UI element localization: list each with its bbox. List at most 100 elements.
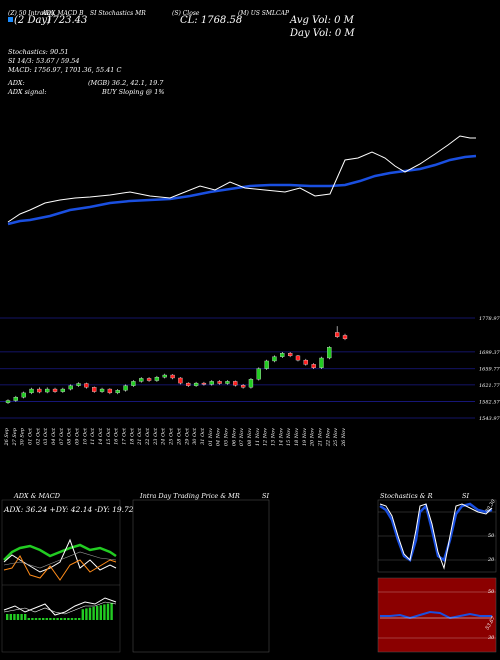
- macd-histogram-bar: [74, 618, 77, 620]
- candle-body: [335, 332, 340, 337]
- x-tick-label: 05 Nov: [223, 428, 229, 446]
- stochastics-stat: Stochastics: 90.51: [8, 48, 69, 56]
- x-tick-label: 20 Nov: [310, 428, 316, 447]
- y-tick-label: 1659.77: [479, 367, 500, 373]
- candle-body: [233, 381, 238, 386]
- macd-histogram-bar: [78, 618, 81, 620]
- stoch-d-line: [379, 502, 493, 562]
- adx-stat-label: ADX:: [8, 79, 25, 87]
- candle-body: [84, 383, 89, 388]
- macd-histogram-bar: [42, 618, 45, 620]
- candle-body: [154, 376, 160, 381]
- moving-average-line: [7, 154, 477, 226]
- x-tick-label: 26 Nov: [341, 428, 347, 447]
- close-value: CL: 1768.58: [180, 15, 243, 26]
- source-label-4: (S) Close: [172, 10, 200, 17]
- candle-body: [37, 388, 42, 393]
- adx-baseline: [3, 551, 117, 569]
- macd-histogram-bar: [103, 604, 106, 620]
- candle-body: [107, 388, 113, 394]
- candle-body: [186, 382, 191, 386]
- source-label-2: ADX MACD B: [42, 10, 84, 17]
- x-tick-label: 30 Sep: [20, 427, 26, 445]
- adx-panel-title: ADX & MACD: [14, 492, 60, 500]
- macd-histogram-bar: [34, 618, 38, 620]
- macd-histogram-bar: [6, 614, 9, 620]
- x-tick-label: 27 Sep: [12, 427, 18, 446]
- adx-readout: ADX: 36.24 +DY: 42.14 -DY: 19.72: [3, 505, 134, 514]
- x-tick-label: 29 Oct: [184, 427, 190, 446]
- x-tick-label: 26 Sep: [4, 427, 10, 446]
- intraday-panel-title: Intra Day Trading Price & MR: [140, 492, 240, 500]
- x-tick-label: 03 Oct: [43, 427, 49, 445]
- candle-body: [60, 388, 66, 392]
- candle-body: [29, 388, 34, 394]
- adx-signal-value: BUY Sloping @ 1%: [102, 88, 165, 96]
- x-tick-label: 02 Oct: [35, 427, 41, 445]
- candle-body: [287, 353, 293, 357]
- candle-body: [295, 355, 301, 361]
- y-tick-label: 1582.57: [479, 400, 500, 406]
- candle-body: [327, 347, 332, 359]
- candle-body: [256, 368, 261, 380]
- x-tick-label: 28 Oct: [176, 427, 182, 446]
- x-tick-label: 07 Oct: [59, 427, 65, 445]
- x-tick-label: 04 Oct: [51, 427, 57, 445]
- candle-body: [178, 377, 183, 384]
- candle-body: [272, 356, 277, 362]
- x-tick-label: 25 Oct: [169, 427, 175, 446]
- macd-histogram-bar: [63, 618, 66, 620]
- si-stat: SI 14/3: 53.67 / 59.54: [8, 57, 80, 65]
- macd-histogram-bar: [67, 618, 70, 620]
- day-label: (2 Day): [14, 15, 51, 26]
- candle-body: [225, 381, 230, 384]
- macd-signal-line: [3, 601, 117, 615]
- y-tick-label: 1543.97: [479, 416, 500, 422]
- x-tick-label: 22 Oct: [145, 427, 151, 446]
- x-tick-label: 04 Nov: [216, 428, 222, 446]
- si-tick-label: 30: [488, 635, 495, 641]
- candle-body: [92, 387, 97, 392]
- candle-body: [45, 388, 50, 393]
- x-tick-label: 25 Nov: [333, 428, 339, 447]
- y-tick-label: 1699.37: [479, 350, 500, 356]
- si-line: [380, 610, 492, 620]
- candle-body: [342, 335, 348, 339]
- intraday-panel-si: SI: [262, 492, 270, 500]
- candle-body: [319, 357, 324, 368]
- candle-body: [76, 383, 81, 386]
- source-label-3: SI Stochastics MR: [90, 10, 146, 17]
- x-tick-label: 08 Nov: [247, 428, 253, 446]
- x-tick-label: 30 Oct: [192, 427, 198, 445]
- candle-body: [139, 378, 144, 382]
- macd-histogram-bar: [99, 605, 102, 620]
- plus-di-line: [3, 538, 117, 573]
- candle-body: [115, 390, 120, 394]
- macd-histogram-bar: [52, 618, 56, 620]
- x-tick-label: 18 Oct: [129, 427, 135, 445]
- source-label-1: (Z) 50 Intraday: [8, 10, 55, 17]
- macd-histogram-bar: [110, 602, 113, 620]
- macd-histogram-bar: [85, 608, 88, 620]
- adx-signal-label: ADX signal:: [8, 88, 47, 96]
- candle-body: [13, 396, 18, 401]
- macd-histogram-bar: [9, 614, 12, 620]
- candle-body: [193, 382, 199, 386]
- price-line: [7, 135, 476, 223]
- candle-body: [201, 382, 207, 385]
- stoch-tick-label: 50: [488, 533, 495, 539]
- macd-histogram-bar: [92, 606, 95, 620]
- macd-histogram-bar: [56, 618, 59, 620]
- avg-vol: Avg Vol: 0 M: [290, 15, 354, 26]
- stoch-panel-si: SI: [462, 492, 470, 500]
- candle-body: [21, 392, 26, 398]
- x-tick-label: 31 Oct: [200, 427, 206, 445]
- y-tick-label: 1778.97: [479, 316, 500, 322]
- x-tick-label: 12 Nov: [263, 428, 269, 446]
- y-tick-label: 1621.77: [479, 383, 500, 389]
- candle-body: [217, 381, 222, 384]
- x-tick-label: 15 Oct: [106, 427, 112, 445]
- x-tick-label: 18 Nov: [294, 428, 300, 446]
- x-tick-label: 17 Oct: [122, 427, 128, 445]
